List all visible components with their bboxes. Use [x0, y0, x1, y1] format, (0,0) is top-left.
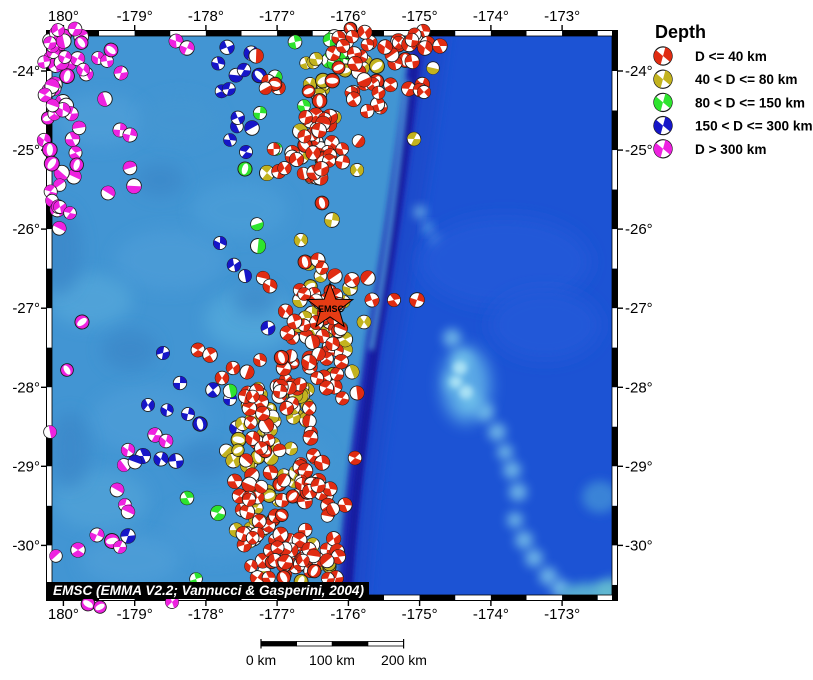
svg-text:-173°: -173°	[544, 606, 580, 623]
svg-text:-27°: -27°	[625, 300, 653, 317]
svg-text:-28°: -28°	[12, 379, 40, 396]
svg-text:-30°: -30°	[12, 537, 40, 554]
svg-text:-174°: -174°	[473, 606, 509, 623]
svg-text:180°: 180°	[48, 8, 79, 25]
svg-text:180°: 180°	[48, 606, 79, 623]
svg-text:-25°: -25°	[12, 142, 40, 159]
svg-text:-29°: -29°	[625, 458, 653, 475]
svg-text:D > 300 km: D > 300 km	[695, 142, 766, 157]
svg-text:-178°: -178°	[188, 606, 224, 623]
svg-text:-24°: -24°	[12, 63, 40, 80]
svg-text:-178°: -178°	[188, 8, 224, 25]
svg-text:200 km: 200 km	[381, 652, 427, 668]
svg-text:-176°: -176°	[330, 8, 366, 25]
svg-text:-29°: -29°	[12, 458, 40, 475]
svg-text:-177°: -177°	[259, 8, 295, 25]
svg-text:40 < D <= 80 km: 40 < D <= 80 km	[695, 72, 797, 87]
svg-text:-174°: -174°	[473, 8, 509, 25]
svg-text:Depth: Depth	[655, 22, 706, 42]
svg-text:-175°: -175°	[402, 8, 438, 25]
svg-text:-26°: -26°	[12, 221, 40, 238]
svg-text:-177°: -177°	[259, 606, 295, 623]
svg-text:EMSC (EMMA V2.2; Vannucci & Ga: EMSC (EMMA V2.2; Vannucci & Gasperini, 2…	[53, 583, 364, 598]
svg-text:100 km: 100 km	[309, 652, 355, 668]
svg-text:-24°: -24°	[625, 63, 653, 80]
svg-text:-176°: -176°	[330, 606, 366, 623]
svg-text:-173°: -173°	[544, 8, 580, 25]
svg-text:-27°: -27°	[12, 300, 40, 317]
svg-text:80 < D <= 150 km: 80 < D <= 150 km	[695, 95, 805, 110]
svg-text:-179°: -179°	[117, 8, 153, 25]
svg-text:0 km: 0 km	[246, 652, 276, 668]
svg-text:-30°: -30°	[625, 537, 653, 554]
svg-text:-28°: -28°	[625, 379, 653, 396]
svg-text:-175°: -175°	[402, 606, 438, 623]
svg-text:-179°: -179°	[117, 606, 153, 623]
svg-text:D <= 40 km: D <= 40 km	[695, 49, 767, 64]
svg-text:-25°: -25°	[625, 142, 653, 159]
svg-text:150 < D <= 300 km: 150 < D <= 300 km	[695, 119, 813, 134]
svg-text:-26°: -26°	[625, 221, 653, 238]
svg-text:EMSC: EMSC	[318, 304, 345, 314]
